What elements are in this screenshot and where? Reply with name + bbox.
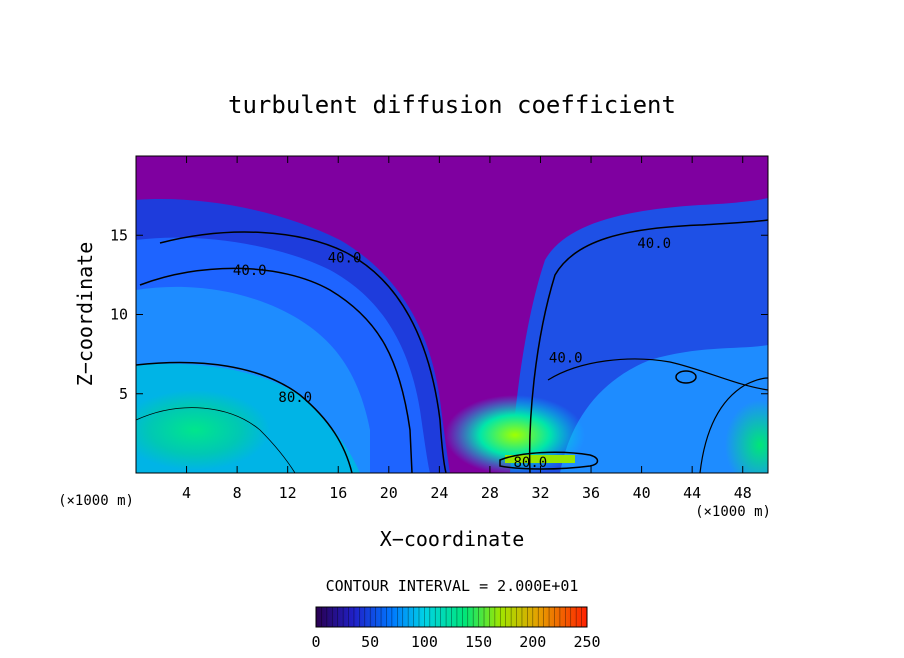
colorbar-tick-label: 100	[411, 633, 438, 651]
colorbar-tick-label: 250	[573, 633, 600, 651]
contour-line	[699, 377, 768, 473]
contour-labels: 40.0 40.0 40.0 40.0 80.0 80.0	[233, 236, 671, 471]
x-tick-label: 16	[329, 484, 347, 502]
colorbar-tick-label: 0	[311, 633, 320, 651]
y-axis: 5 10 15	[110, 226, 768, 403]
contour-interval-text: CONTOUR INTERVAL = 2.000E+01	[326, 577, 579, 595]
x-tick-label: 32	[531, 484, 549, 502]
contour-lines	[136, 219, 768, 473]
x-tick-label: 4	[182, 484, 191, 502]
field-left-core	[136, 390, 270, 470]
x-tick-label: 20	[380, 484, 398, 502]
chart-title: turbulent diffusion coefficient	[228, 91, 676, 119]
x-axis: 4 8 12 16 20 24 28 32 36 40 44 48	[182, 156, 752, 502]
field-right-low	[725, 400, 768, 473]
contour-label: 40.0	[233, 263, 267, 279]
x-tick-label: 36	[582, 484, 600, 502]
colorbar-ticks: 0 50 100 150 200 250	[311, 633, 600, 651]
contour-line	[136, 407, 296, 473]
x-tick-label: 28	[481, 484, 499, 502]
contour-label: 40.0	[637, 236, 671, 252]
y-tick-label: 15	[110, 226, 128, 244]
contour-line	[139, 267, 413, 473]
contour-line	[159, 231, 447, 473]
x-tick-label: 40	[633, 484, 651, 502]
contour-line	[547, 358, 768, 391]
heatmap-field	[136, 156, 768, 473]
contour-line	[675, 370, 697, 384]
y-tick-label: 5	[119, 385, 128, 403]
y-tick-label: 10	[110, 306, 128, 324]
colorbar-tick-label: 50	[361, 633, 379, 651]
field-center-column	[445, 395, 585, 473]
x-tick-label: 44	[683, 484, 701, 502]
field-right-band	[560, 345, 768, 473]
x-unit-right: (×1000 m)	[695, 504, 771, 520]
colorbar-tick-label: 200	[519, 633, 546, 651]
field-center-streak	[505, 455, 575, 463]
contour-label: 40.0	[328, 250, 362, 266]
contour-label: 80.0	[514, 455, 548, 471]
contour-label: 80.0	[278, 390, 312, 406]
x-tick-label: 48	[734, 484, 752, 502]
colorbar-tick-label: 150	[465, 633, 492, 651]
contour-label: 40.0	[549, 350, 583, 366]
contour-line	[528, 219, 768, 473]
x-tick-label: 24	[430, 484, 448, 502]
x-unit-left: (×1000 m)	[58, 493, 134, 509]
y-axis-label: Z−coordinate	[73, 242, 97, 387]
colorbar-stripes	[321, 607, 582, 627]
x-tick-label: 12	[279, 484, 297, 502]
x-axis-label: X−coordinate	[380, 527, 525, 551]
contour-line	[136, 361, 353, 473]
contour-line	[499, 451, 599, 470]
x-tick-label: 8	[233, 484, 242, 502]
